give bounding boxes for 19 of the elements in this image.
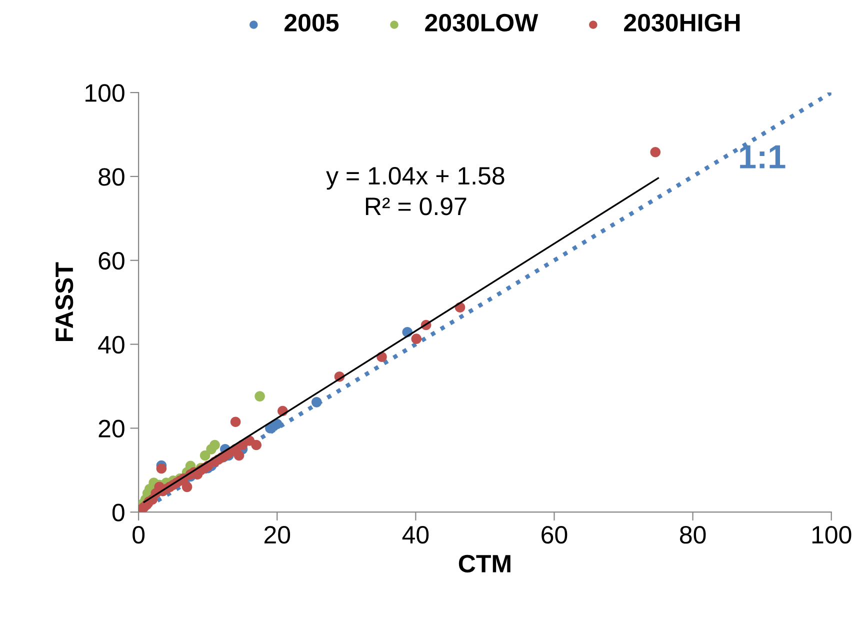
x-tick-label: 80 <box>680 526 706 544</box>
legend-label: 2030HIGH <box>624 14 740 32</box>
annotation: 1:1 <box>740 145 786 168</box>
x-tick-label: 60 <box>542 526 568 544</box>
y-tick-label: 20 <box>98 420 124 438</box>
legend-label: 2030LOW <box>425 14 538 32</box>
y-tick-label: 100 <box>86 84 124 102</box>
y-tick-label: 60 <box>98 252 124 270</box>
x-tick-label: 20 <box>264 526 290 544</box>
x-tick-label: 0 <box>132 526 145 544</box>
x-axis-title: CTM <box>458 554 510 573</box>
y-axis-title: FASST <box>55 262 74 341</box>
y-tick-label: 80 <box>98 168 124 186</box>
y-tick-label: 0 <box>112 504 124 522</box>
x-tick-label: 40 <box>402 526 429 544</box>
y-tick-label: 40 <box>98 336 124 354</box>
x-tick-label: 100 <box>812 526 852 544</box>
legend-label: 2005 <box>284 14 339 32</box>
annotation: y = 1.04x + 1.58 R² = 0.97 <box>326 166 504 216</box>
